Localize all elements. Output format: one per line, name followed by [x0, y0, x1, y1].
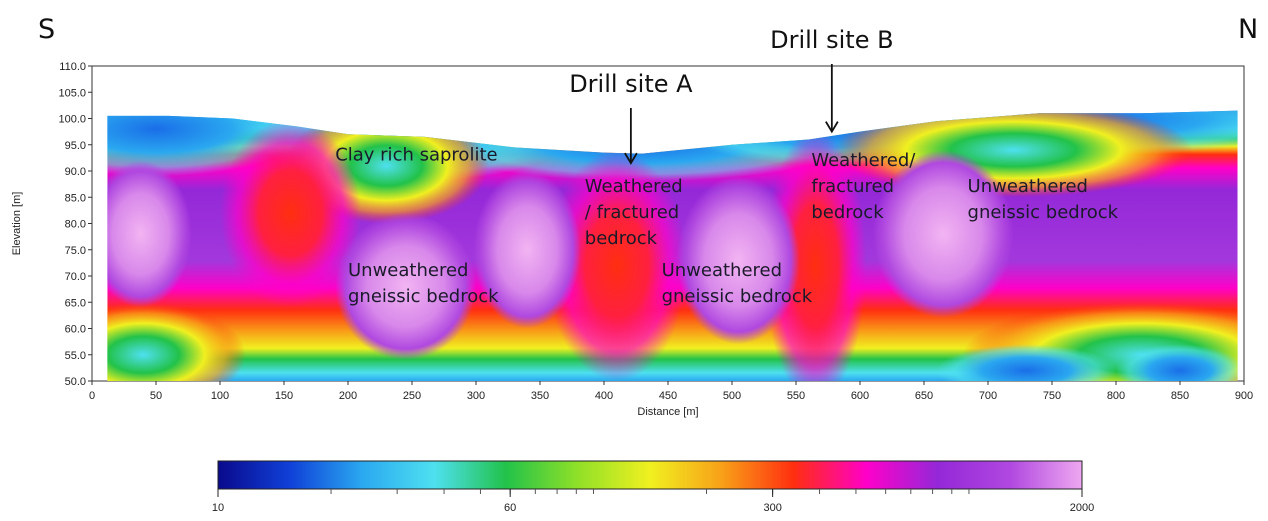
- x-tick-label: 650: [915, 390, 933, 402]
- x-tick-label: 850: [1171, 390, 1189, 402]
- colorbar-tick-label: 300: [763, 502, 781, 514]
- colorbar-ticks: 10 60 300 2000: [212, 489, 1094, 514]
- x-tick-label: 350: [531, 390, 549, 402]
- y-tick-label: 70.0: [65, 271, 86, 283]
- y-tick-label: 60.0: [65, 324, 86, 336]
- colorbar-tick-label: 60: [504, 502, 516, 514]
- x-tick-label: 100: [211, 390, 229, 402]
- y-tick-label: 65.0: [65, 297, 86, 309]
- y-tick-label: 75.0: [65, 245, 86, 257]
- x-tick-label: 0: [89, 390, 95, 402]
- drill-arrowhead-1: [825, 121, 839, 134]
- y-tick-label: 80.0: [65, 219, 86, 231]
- anomaly-9: [764, 129, 867, 381]
- drill-arrowhead-0: [624, 152, 638, 165]
- anomaly-17: [936, 344, 1117, 381]
- y-tick-label: 85.0: [65, 192, 86, 204]
- x-tick-label: 800: [1107, 390, 1125, 402]
- x-tick-label: 900: [1235, 390, 1253, 402]
- x-tick-label: 150: [275, 390, 293, 402]
- y-tick-label: 95.0: [65, 140, 86, 152]
- colorbar-tick-label: 10: [212, 502, 224, 514]
- anomaly-11: [676, 176, 800, 345]
- y-tick-label: 55.0: [65, 350, 86, 362]
- y-tick-label: 50.0: [65, 376, 86, 388]
- x-tick-label: 200: [339, 390, 357, 402]
- x-tick-label: 700: [979, 390, 997, 402]
- anomaly-15: [107, 302, 246, 381]
- x-tick-label: 550: [787, 390, 805, 402]
- anomaly-18: [1116, 344, 1238, 381]
- x-tick-label: 600: [851, 390, 869, 402]
- y-axis-label: Elevation [m]: [11, 192, 23, 256]
- x-axis-label: Distance [m]: [637, 406, 698, 418]
- drill-site-label-1: Drill site B: [770, 26, 893, 54]
- anomaly-0: [107, 110, 310, 177]
- anomaly-12: [107, 160, 192, 308]
- y-tick-label: 100.0: [58, 114, 86, 126]
- x-axis: 0 50 100 150 200 250 300 350 400 450 500 550 600 650 7…: [89, 381, 1253, 402]
- anomaly-7: [220, 118, 361, 308]
- x-tick-label: 400: [595, 390, 613, 402]
- anomaly-10: [473, 171, 581, 329]
- y-tick-label: 110.0: [59, 61, 86, 73]
- zone-labels: Clay rich saproliteClay rich saprolite We…: [335, 145, 1118, 308]
- y-tick-label: 90.0: [65, 166, 86, 178]
- anomaly-8: [546, 150, 688, 381]
- y-axis: 110.0 105.0 100.0 95.0 90.0 85.0 80.0 75.0 70.0 6…: [58, 61, 92, 388]
- colorbar: [217, 460, 1083, 490]
- x-tick-label: 300: [467, 390, 485, 402]
- anomaly-13: [872, 150, 1014, 318]
- y-tick-label: 105.0: [58, 87, 86, 99]
- drill-site-label-0: Drill site A: [569, 70, 693, 98]
- drill-site-annotations: Drill site A Drill site B: [569, 26, 894, 165]
- north-label: N: [1238, 14, 1258, 45]
- x-tick-label: 450: [659, 390, 677, 402]
- zone-label-0: Clay rich saproliteClay rich saprolite: [335, 145, 497, 166]
- anomaly-14: [335, 213, 476, 360]
- colorbar-tick-label: 2000: [1070, 502, 1094, 514]
- south-label: S: [38, 14, 55, 45]
- x-tick-label: 250: [403, 390, 421, 402]
- x-tick-label: 50: [150, 390, 162, 402]
- x-tick-label: 750: [1043, 390, 1061, 402]
- resistivity-section: [107, 110, 1238, 381]
- x-tick-label: 500: [723, 390, 741, 402]
